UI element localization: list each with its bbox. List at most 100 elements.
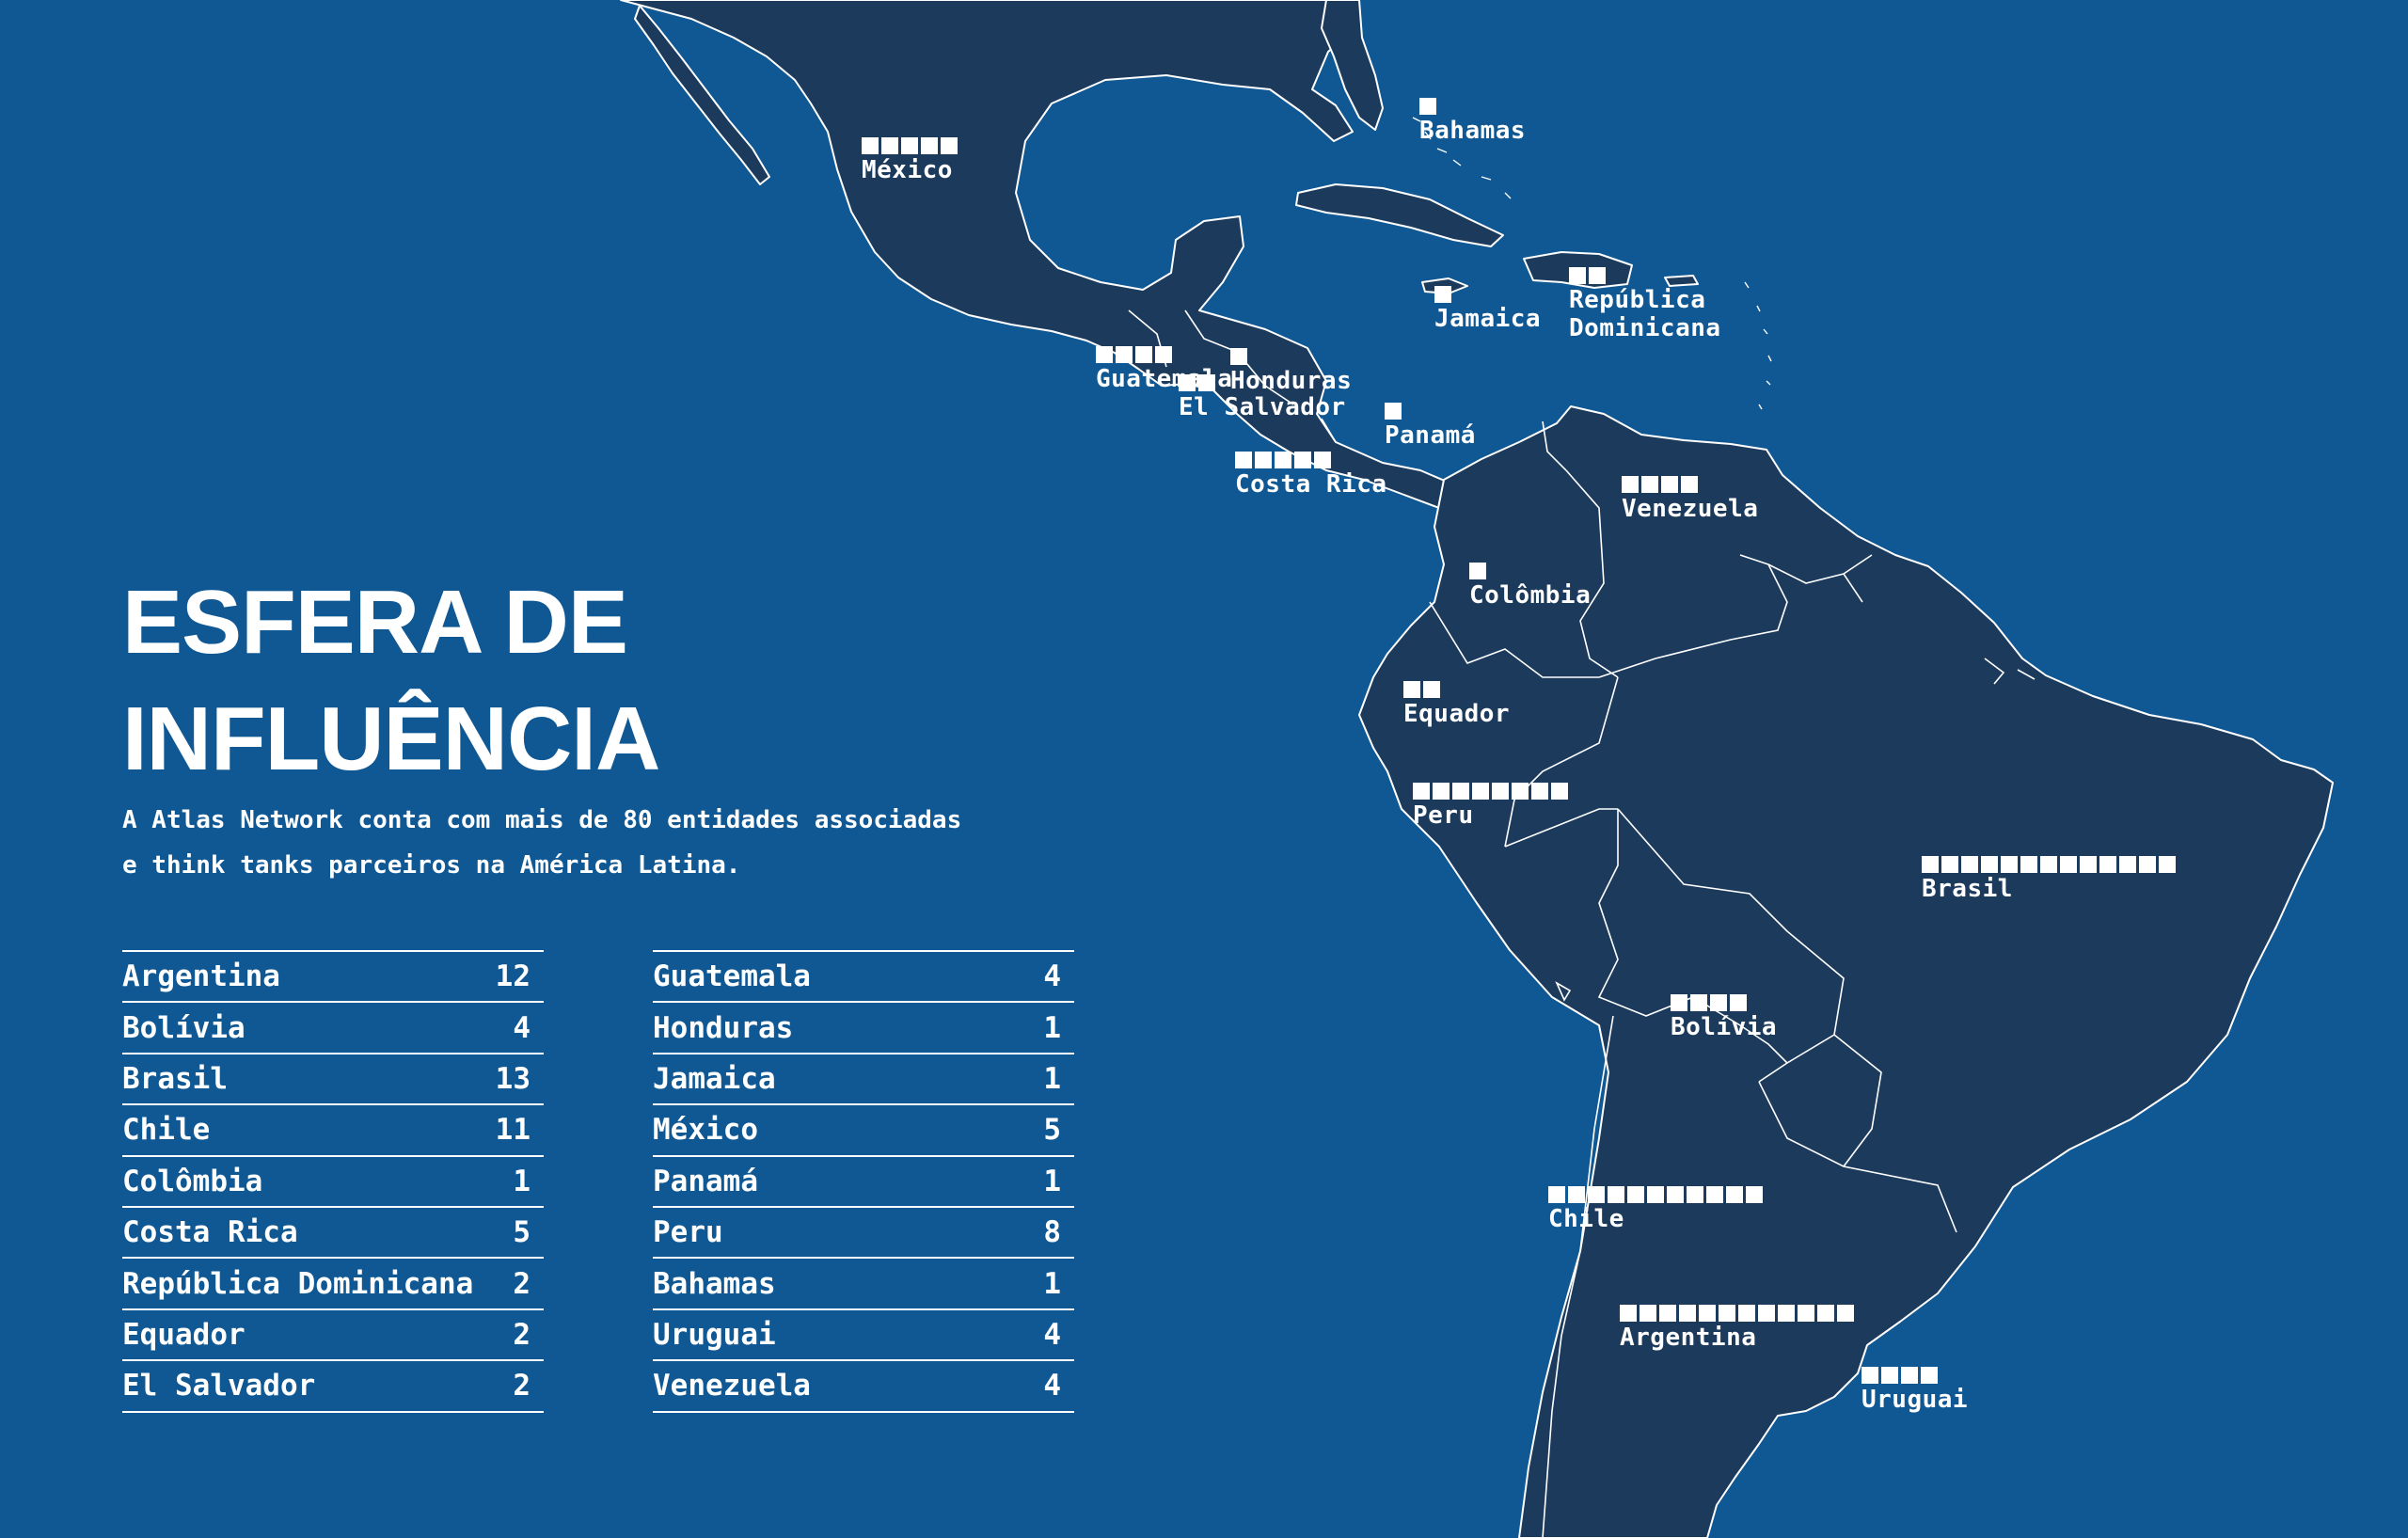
country-count: 1	[513, 1164, 531, 1198]
count-squares	[1922, 856, 2176, 873]
count-squares	[1096, 346, 1232, 363]
count-square	[1434, 286, 1451, 303]
count-square	[1569, 267, 1586, 284]
count-square	[2119, 856, 2136, 873]
count-square	[1798, 1305, 1814, 1322]
count-square	[1706, 1186, 1723, 1203]
table-row: Equador 2	[122, 1308, 544, 1359]
country-table-right: Guatemala 4 Honduras 1 Jamaica 1 México 5 Panamá…	[653, 950, 1074, 1413]
count-square	[1679, 1305, 1696, 1322]
count-square	[1096, 346, 1113, 363]
count-squares	[1413, 783, 1568, 800]
count-square	[1861, 1367, 1878, 1384]
table-row: Bahamas 1	[653, 1257, 1074, 1308]
map-marker-mexico: México	[862, 137, 958, 184]
count-square	[1551, 783, 1568, 800]
map-label: Panamá	[1385, 421, 1476, 450]
table-row: Argentina 12	[122, 950, 544, 1001]
count-squares	[1622, 476, 1758, 493]
count-square	[2040, 856, 2057, 873]
country-count: 8	[1043, 1215, 1061, 1250]
country-name: El Salvador	[122, 1369, 316, 1403]
map-label: Honduras	[1230, 367, 1353, 395]
count-square	[1881, 1367, 1898, 1384]
count-square	[1837, 1305, 1854, 1322]
count-square	[1778, 1305, 1795, 1322]
map-marker-republica-dominicana: República Dominicana	[1569, 267, 1721, 342]
count-square	[1641, 476, 1658, 493]
landmass-puerto-rico	[1664, 275, 1699, 287]
count-square	[1469, 563, 1486, 579]
landmass-florida	[1321, 0, 1384, 131]
central-america-borders	[1128, 309, 1337, 443]
country-name: Costa Rica	[122, 1215, 298, 1250]
table-row: Brasil 13	[122, 1052, 544, 1103]
count-squares	[1419, 98, 1526, 115]
count-square	[1294, 452, 1311, 468]
count-square	[1588, 1186, 1605, 1203]
country-name: México	[653, 1113, 758, 1148]
count-square	[1275, 452, 1291, 468]
count-square	[1423, 681, 1440, 698]
country-count: 1	[1043, 1164, 1061, 1198]
country-count: 4	[1043, 1369, 1061, 1403]
map-label: Brasil	[1922, 875, 2013, 903]
country-name: Bolívia	[122, 1010, 246, 1045]
country-name: Uruguai	[653, 1317, 776, 1352]
map-label: Costa Rica	[1235, 470, 1387, 499]
landmass-cuba	[1295, 183, 1504, 247]
count-squares	[862, 137, 958, 154]
country-count: 2	[513, 1369, 531, 1403]
map-marker-el-salvador: El Salvador	[1179, 374, 1346, 421]
map-label: Bahamas	[1419, 117, 1527, 145]
country-name: Peru	[653, 1215, 723, 1250]
count-square	[2060, 856, 2077, 873]
map-label: República Dominicana	[1569, 286, 1721, 342]
map-marker-bolivia: Bolívia	[1671, 994, 1777, 1041]
count-squares	[1469, 563, 1591, 579]
lesser-antilles	[1744, 281, 1772, 410]
country-name: Venezuela	[653, 1369, 811, 1403]
country-name: Panamá	[653, 1164, 758, 1198]
count-square	[1314, 452, 1331, 468]
table-row: Uruguai 4	[653, 1308, 1074, 1359]
map-marker-jamaica: Jamaica	[1434, 286, 1541, 333]
count-square	[1941, 856, 1958, 873]
map-label: Jamaica	[1434, 305, 1542, 333]
count-square	[1719, 1305, 1735, 1322]
count-square	[2020, 856, 2037, 873]
count-square	[1135, 346, 1152, 363]
country-name: Brasil	[122, 1061, 228, 1096]
count-square	[1901, 1367, 1918, 1384]
map-marker-peru: Peru	[1413, 783, 1568, 830]
count-square	[1659, 1305, 1676, 1322]
landmass-north-central-america	[620, 0, 1454, 509]
landmass-south-america	[1358, 405, 2334, 1538]
count-square	[1385, 403, 1402, 420]
country-count: 1	[1043, 1061, 1061, 1096]
count-square	[881, 137, 898, 154]
country-name: Honduras	[653, 1010, 794, 1045]
count-squares	[1548, 1186, 1763, 1203]
map-marker-venezuela: Venezuela	[1622, 476, 1758, 523]
count-squares	[1235, 452, 1387, 468]
map-marker-colombia: Colômbia	[1469, 563, 1591, 610]
count-square	[1255, 452, 1272, 468]
count-square	[1620, 1305, 1637, 1322]
country-count: 2	[513, 1317, 531, 1352]
count-square	[1230, 348, 1247, 365]
count-square	[1667, 1186, 1684, 1203]
map-label: Venezuela	[1622, 495, 1759, 523]
count-square	[1235, 452, 1252, 468]
country-name: Argentina	[122, 959, 280, 994]
map-marker-uruguai: Uruguai	[1861, 1367, 1968, 1414]
country-count: 2	[513, 1266, 531, 1301]
count-square	[1681, 476, 1698, 493]
table-row: Panamá 1	[653, 1154, 1074, 1206]
country-borders	[1429, 420, 1957, 1538]
country-name: Equador	[122, 1317, 246, 1352]
count-square	[1817, 1305, 1834, 1322]
count-square	[941, 137, 958, 154]
count-square	[2001, 856, 2018, 873]
count-square	[1179, 374, 1196, 391]
